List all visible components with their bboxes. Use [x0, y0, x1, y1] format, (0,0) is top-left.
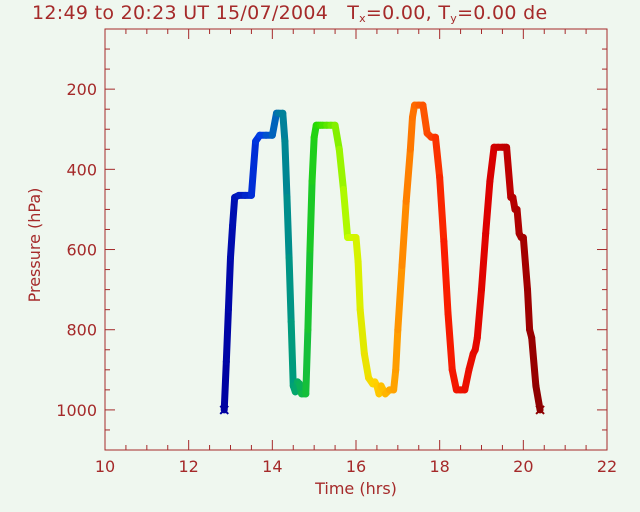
- x-tick-label: 10: [95, 457, 115, 476]
- trace-segment: [406, 113, 416, 153]
- trace-segment: [419, 101, 431, 137]
- trace-segment: [356, 306, 368, 358]
- trace-segment: [354, 258, 364, 314]
- axes-layer: 10 12 14 16 18 20 22 200 400 600 800 1000: [56, 28, 617, 476]
- title-ty-value: =0.00 de: [457, 2, 548, 24]
- y-tick-label: 600: [66, 241, 97, 260]
- y-tick-label: 800: [66, 321, 97, 340]
- title-ty-label: T: [438, 2, 451, 24]
- trace-segment: [352, 233, 362, 266]
- trace-segment: [302, 326, 312, 398]
- title-tx-value: =0.00,: [365, 2, 432, 24]
- trace-segment: [331, 121, 343, 153]
- trace-segment: [394, 262, 406, 334]
- y-tick-label: 400: [66, 160, 97, 179]
- trace-segment: [402, 145, 414, 205]
- trace-segment: [281, 137, 291, 201]
- trace-segment: [398, 197, 410, 270]
- trace-segment: [444, 310, 456, 374]
- trace-segment: [478, 229, 490, 294]
- trace-segment: [227, 221, 237, 262]
- marker-layer: [219, 405, 545, 415]
- trace-segment: [486, 143, 498, 185]
- trace-segment: [222, 306, 232, 366]
- x-tick-label: 18: [429, 457, 449, 476]
- trace-layer: [220, 101, 544, 414]
- x-tick-label: 16: [346, 457, 366, 476]
- title-tx-label: T: [347, 2, 360, 24]
- trace-segment: [524, 286, 534, 334]
- trace-segment: [339, 185, 352, 241]
- trace-segment: [335, 145, 347, 193]
- y-tick-label: 1000: [56, 401, 97, 420]
- trace-segment: [436, 173, 448, 246]
- trace-segment: [440, 238, 452, 318]
- trace-segment: [532, 382, 544, 414]
- trace-segment: [268, 109, 281, 139]
- trace-segment: [220, 358, 230, 414]
- trace-segment: [482, 177, 494, 237]
- trace-segment: [283, 193, 293, 262]
- trace-segment: [528, 334, 540, 390]
- trace-segment: [247, 137, 260, 199]
- start-point: [219, 405, 229, 415]
- trace-segment: [392, 326, 402, 374]
- y-axis-label: Pressure (hPa): [25, 188, 44, 303]
- trace-segment: [473, 286, 485, 342]
- trace-segment: [287, 318, 297, 390]
- trace-segment: [503, 143, 515, 201]
- trace-segment: [360, 350, 373, 382]
- title-tx-sub: x: [359, 12, 366, 25]
- chart-title: 12:49 to 20:23 UT 15/07/2004 Tx=0.00, Ty…: [32, 2, 547, 25]
- trace-segment: [306, 177, 316, 254]
- trace-segment: [304, 246, 314, 334]
- x-tick-label: 20: [513, 457, 533, 476]
- trace-segment: [224, 254, 234, 314]
- trace-segment: [431, 133, 444, 181]
- y-tick-label: 200: [66, 80, 97, 99]
- x-tick-label: 14: [262, 457, 282, 476]
- x-axis-label: Time (hrs): [314, 479, 397, 498]
- end-point: [535, 405, 545, 415]
- title-ty-sub: y: [450, 12, 458, 25]
- trace-segment: [308, 133, 318, 185]
- trace-segment: [229, 193, 239, 229]
- x-tick-label: 12: [178, 457, 198, 476]
- x-tick-label: 22: [597, 457, 617, 476]
- trace-segment: [519, 233, 532, 294]
- trace-segment: [285, 254, 295, 326]
- trace-segment: [513, 205, 523, 237]
- trace-segment: [279, 109, 289, 145]
- title-time-range: 12:49 to 20:23 UT 15/07/2004: [32, 2, 329, 24]
